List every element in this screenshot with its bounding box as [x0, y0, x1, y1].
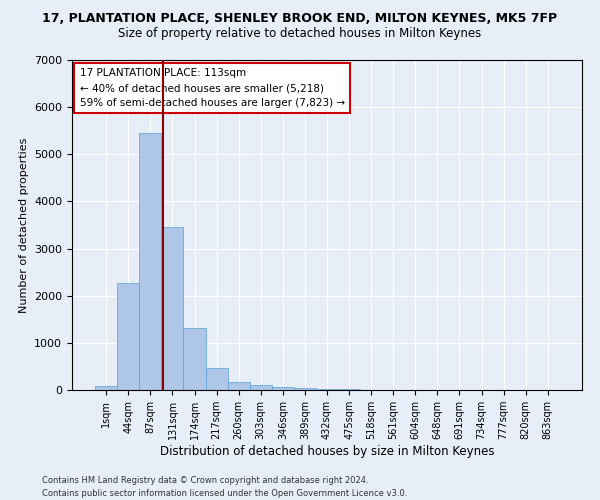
Y-axis label: Number of detached properties: Number of detached properties	[19, 138, 29, 312]
Bar	[139, 132, 161, 390]
Bar	[316, 388, 338, 390]
X-axis label: Distribution of detached houses by size in Milton Keynes: Distribution of detached houses by size …	[160, 445, 494, 458]
Bar	[161, 228, 184, 390]
Bar	[272, 387, 294, 390]
Bar	[184, 328, 206, 390]
Bar	[95, 386, 117, 390]
Bar	[227, 382, 250, 390]
Bar	[250, 386, 272, 390]
Text: 17, PLANTATION PLACE, SHENLEY BROOK END, MILTON KEYNES, MK5 7FP: 17, PLANTATION PLACE, SHENLEY BROOK END,…	[43, 12, 557, 26]
Bar	[294, 388, 316, 390]
Bar	[117, 282, 139, 390]
Bar	[206, 368, 227, 390]
Text: Contains HM Land Registry data © Crown copyright and database right 2024.
Contai: Contains HM Land Registry data © Crown c…	[42, 476, 407, 498]
Text: Size of property relative to detached houses in Milton Keynes: Size of property relative to detached ho…	[118, 28, 482, 40]
Text: 17 PLANTATION PLACE: 113sqm
← 40% of detached houses are smaller (5,218)
59% of : 17 PLANTATION PLACE: 113sqm ← 40% of det…	[80, 68, 345, 108]
